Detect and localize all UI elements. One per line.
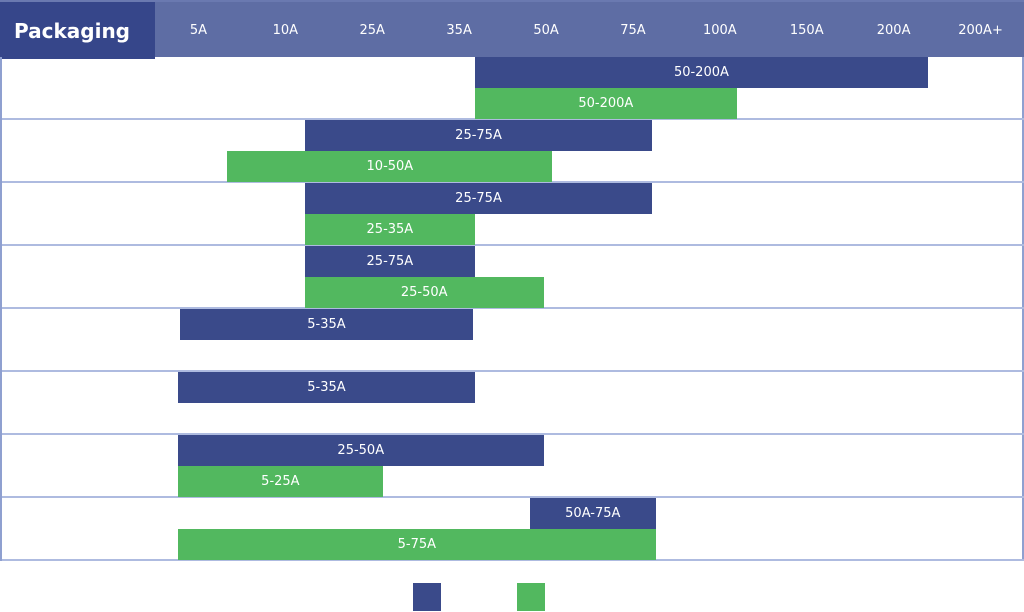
range-bar-navy: 50-200A [475,57,928,88]
x-tick-label: 10A [272,23,299,38]
row-divider [2,181,1024,183]
x-tick-label: 100A [702,23,737,38]
bar-label: 25-35A [366,222,414,237]
range-bar-green: 25-35A [304,214,476,245]
row-divider [2,370,1024,372]
range-bar-navy: 25-75A [304,246,476,277]
bar-label: 50A-75A [565,506,621,521]
range-bar-green: 5-75A [177,529,656,560]
bar-label: 5-75A [397,537,437,552]
range-bar-navy: 5-35A [179,309,474,340]
bar-label: 25-50A [400,285,448,300]
legend-swatch [517,583,545,611]
bar-label: 5-25A [261,474,300,489]
row-divider [2,433,1024,435]
legend-swatch [413,583,441,611]
range-bar-navy: 25-75A [304,183,653,214]
range-bar-green: 10-50A [227,151,553,182]
bar-label: 5-35A [307,380,346,395]
range-bar-navy: 25-50A [177,435,544,466]
row-divider [2,118,1024,120]
range-bar-green: 25-50A [304,277,544,308]
plot-area: 50-200A 50-200A 25-75A 10-50A 25-75A 25-35A 25… [0,57,1024,561]
x-tick-label: 5A [189,23,208,38]
bar-label: 25-75A [455,128,502,143]
range-bar-green: 50-200A [475,88,737,119]
x-tick-label: 150A [789,23,824,38]
chart-header: Packaging 5A 10A 25A 35A 50A 75A 100A 150A 200A 2… [0,0,1024,59]
x-tick-label: 200A [876,23,911,38]
bar-label: 10-50A [366,159,414,174]
x-tick-label: 50A [533,23,559,38]
range-bar-navy: 50A-75A [529,498,656,529]
x-tick-label: 75A [620,23,646,38]
bar-label: 25-50A [337,443,385,458]
row-divider [2,307,1024,309]
bar-label: 25-75A [366,254,414,269]
row-divider [2,244,1024,246]
bar-label: 50-200A [673,65,729,80]
chart-title: Packaging [0,2,155,59]
row-divider [2,496,1024,498]
bar-label: 50-200A [578,96,634,111]
x-tick-label: 35A [446,23,472,38]
row-divider [2,559,1024,561]
bar-label: 25-75A [455,191,502,206]
x-tick-label: 25A [359,23,385,38]
range-bar-green: 5-25A [177,466,383,497]
x-tick-label: 200A+ [958,23,1003,38]
range-bar-navy: 25-75A [304,120,653,151]
range-bar-navy: 5-35A [177,372,476,403]
bar-label: 5-35A [307,317,346,332]
